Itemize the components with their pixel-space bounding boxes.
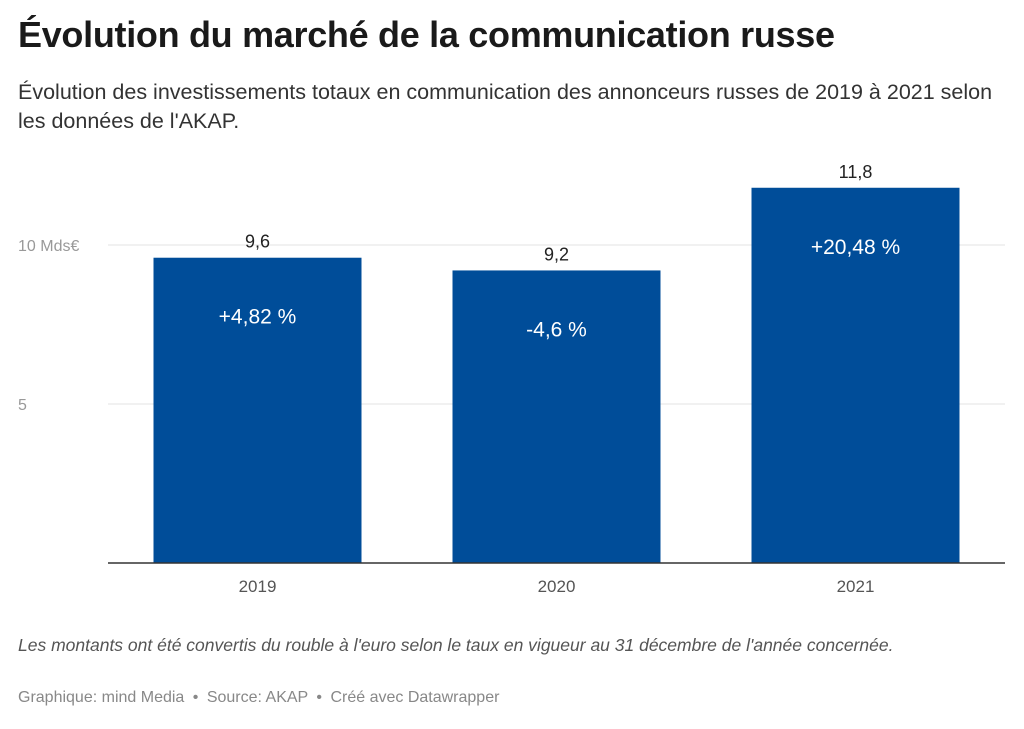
bar-change-label: -4,6 % [526,318,587,341]
x-tick-label: 2021 [837,577,875,596]
chart-subtitle: Évolution des investissements totaux en … [18,80,993,133]
chart-title: Évolution du marché de la communication … [18,14,835,55]
chart-note: Les montants ont été convertis du rouble… [18,635,894,655]
bar-value-label: 9,2 [544,244,569,264]
bar-change-label: +4,82 % [219,306,297,329]
bar [452,270,661,563]
chart-credits: Graphique: mind Media • Source: AKAP • C… [18,689,499,707]
credit-source: Source: AKAP [206,689,308,706]
x-tick-label: 2020 [538,577,576,596]
credit-separator: • [316,689,322,706]
bar-value-label: 11,8 [839,162,873,182]
x-tick-label: 2019 [239,577,277,596]
y-tick-label: 5 [18,397,27,414]
credit-separator: • [192,689,199,706]
bar-chart: 5 10 Mds€ 9,6 +4,82 % 2019 9,2 -4,6 % 2020 11,8 +… [18,162,1005,596]
bar-change-label: +20,48 % [811,236,900,259]
credit-graphic: Graphique: mind Media [18,689,185,706]
y-tick-label: 10 Mds€ [18,238,79,255]
credit-tool: Créé avec Datawrapper [330,689,500,706]
bar-value-label: 9,6 [245,232,270,252]
bar [153,257,362,563]
bar [751,187,960,563]
